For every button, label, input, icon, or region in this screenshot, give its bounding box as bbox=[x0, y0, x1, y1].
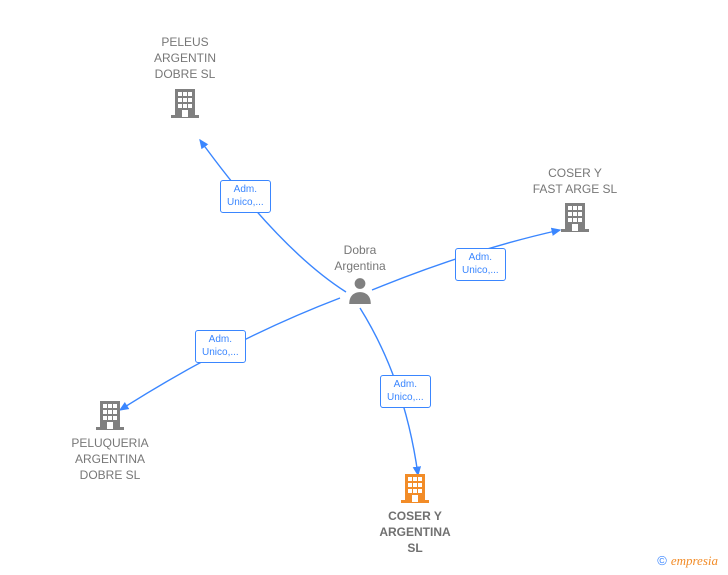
building-icon bbox=[559, 201, 591, 233]
node-label: COSER Y ARGENTINA SL bbox=[360, 508, 470, 557]
person-icon bbox=[320, 276, 400, 309]
watermark: © empresia bbox=[657, 553, 718, 569]
edge-badge: Adm. Unico,... bbox=[220, 180, 271, 213]
center-label: Dobra Argentina bbox=[320, 242, 400, 274]
node-peleus: PELEUS ARGENTIN DOBRE SL bbox=[135, 34, 235, 119]
building-icon bbox=[169, 87, 201, 119]
watermark-text: empresia bbox=[671, 553, 718, 568]
edge-badge: Adm. Unico,... bbox=[455, 248, 506, 281]
node-cosery: COSER Y ARGENTINA SL bbox=[360, 468, 470, 557]
node-coserfast: COSER Y FAST ARGE SL bbox=[520, 165, 630, 233]
node-peluqueria: PELUQUERIA ARGENTINA DOBRE SL bbox=[55, 395, 165, 484]
node-label: COSER Y FAST ARGE SL bbox=[520, 165, 630, 197]
edge-badge: Adm. Unico,... bbox=[195, 330, 246, 363]
node-label: PELEUS ARGENTIN DOBRE SL bbox=[135, 34, 235, 83]
building-icon bbox=[94, 399, 126, 431]
node-label: PELUQUERIA ARGENTINA DOBRE SL bbox=[55, 435, 165, 484]
diagram-canvas: Adm. Unico,... Adm. Unico,... Adm. Unico… bbox=[0, 0, 728, 575]
building-icon bbox=[399, 472, 431, 504]
copyright-symbol: © bbox=[657, 553, 667, 568]
center-node: Dobra Argentina bbox=[320, 242, 400, 309]
edge-badge: Adm. Unico,... bbox=[380, 375, 431, 408]
